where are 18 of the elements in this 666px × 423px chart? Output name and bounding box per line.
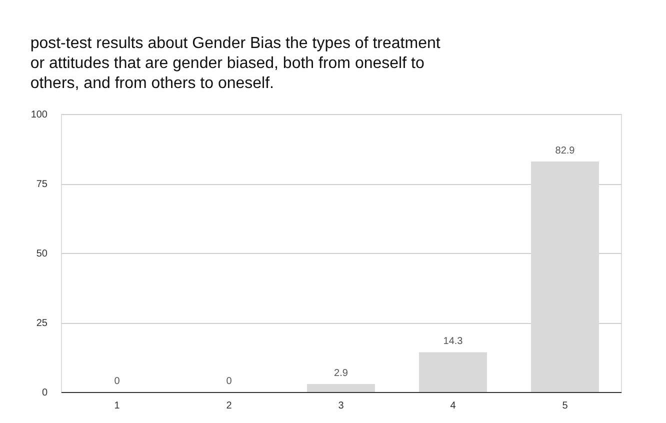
y-tick-label: 100 (30, 110, 48, 120)
y-tick-label: 75 (36, 179, 48, 190)
data-label: 14.3 (443, 336, 464, 348)
y-tick-label: 50 (36, 248, 48, 260)
bar (419, 352, 487, 392)
x-tick-label: 5 (562, 400, 568, 412)
data-label: 0 (114, 376, 120, 387)
chart-title: post-test results about Gender Bias the types of treatment or attitudes that are gender biased, both from oneself to others, and from others to oneself. (30, 35, 441, 92)
y-tick-label: 0 (42, 388, 48, 398)
data-label: 82.9 (555, 146, 576, 157)
x-tick-label: 4 (450, 400, 456, 412)
x-tick-label: 3 (338, 400, 344, 412)
x-tick-label: 1 (114, 400, 120, 412)
bar (307, 384, 375, 392)
x-tick-label: 2 (226, 400, 232, 412)
data-label: 2.9 (334, 368, 348, 379)
y-tick-label: 25 (36, 318, 48, 329)
data-label: 0 (226, 376, 232, 387)
